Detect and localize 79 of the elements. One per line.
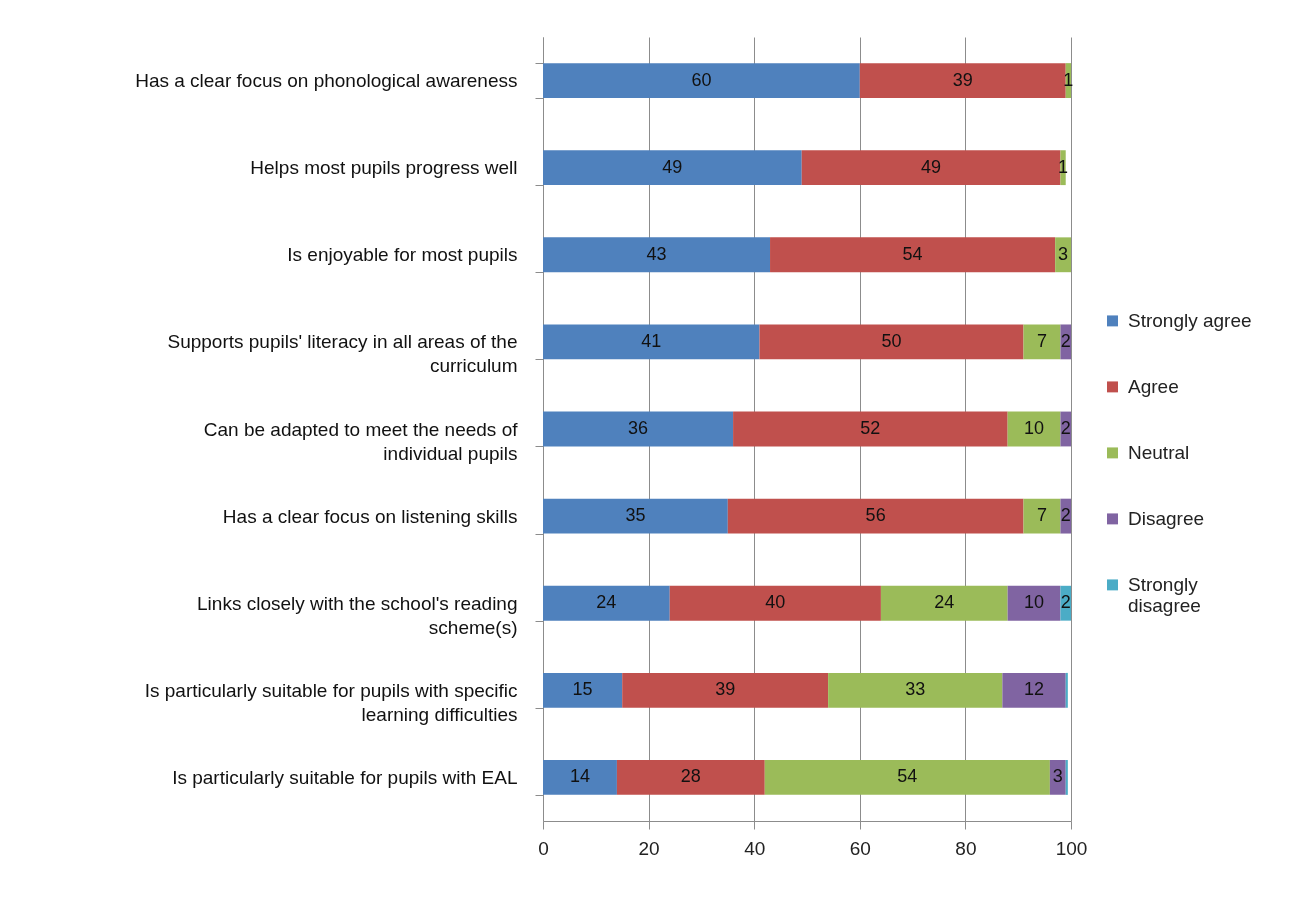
y-tick-label: Is particularly suitable for pupils with EAL (172, 766, 518, 788)
bar (669, 585, 881, 621)
bar (1007, 585, 1061, 621)
x-tick-label: 20 (638, 837, 660, 859)
data-label: 24 (596, 592, 617, 613)
data-label: 52 (860, 418, 881, 438)
bar (1002, 672, 1066, 708)
bar (759, 324, 1024, 360)
bar (543, 760, 617, 795)
bar (828, 672, 1003, 708)
bar (622, 672, 829, 708)
bar (543, 411, 734, 447)
bar (543, 324, 760, 360)
data-label: 35 (625, 505, 646, 526)
data-label: 2 (1060, 505, 1071, 526)
bar (543, 498, 728, 534)
data-label: 10 (1024, 592, 1045, 613)
y-tick-label: Links closely with the school's reading scheme(s) (197, 592, 518, 638)
x-tick-label: 40 (744, 837, 766, 859)
bar (727, 498, 1024, 534)
x-tick-label: 0 (538, 837, 549, 859)
data-label: 7 (1036, 505, 1047, 526)
legend-label: Strongly agree (1128, 309, 1252, 331)
data-label: 15 (572, 679, 593, 700)
bar (1065, 760, 1068, 795)
data-label: 56 (865, 505, 886, 526)
data-label: 2 (1060, 330, 1071, 351)
bar (801, 150, 1061, 186)
y-tick-label: Has a clear focus on phonological awareness (135, 70, 518, 92)
data-label: 49 (662, 156, 683, 177)
legend-label: Strongly disagree (1128, 573, 1201, 616)
data-label: 3 (1052, 766, 1063, 787)
y-tick-label: Can be adapted to meet the needs of individual pupils (203, 418, 519, 464)
x-tick-label: 100 (1055, 837, 1088, 859)
data-label: 3 (1058, 243, 1069, 264)
legend-label: Neutral (1128, 441, 1190, 463)
data-label: 36 (628, 418, 649, 438)
data-label: 39 (952, 69, 973, 90)
bar (733, 411, 1008, 447)
data-label: 12 (1024, 679, 1045, 700)
bar (764, 760, 1050, 795)
data-label: 7 (1036, 330, 1047, 351)
bar (1023, 324, 1061, 360)
data-label: 33 (905, 679, 926, 700)
data-label: 60 (691, 69, 712, 90)
data-label: 41 (641, 330, 662, 351)
data-label: 54 (897, 766, 918, 787)
bar (880, 585, 1008, 621)
bar (543, 672, 623, 708)
data-label: 14 (569, 766, 590, 787)
bar (1023, 498, 1061, 534)
data-label: 43 (646, 243, 667, 264)
data-label: 40 (765, 592, 786, 613)
data-label: 50 (881, 330, 902, 351)
bar (543, 237, 771, 273)
bar (616, 760, 765, 795)
data-label: 54 (902, 243, 923, 264)
bar (543, 150, 802, 186)
legend-label: Disagree (1128, 507, 1205, 529)
data-label: 2 (1060, 418, 1071, 438)
bar (543, 63, 860, 98)
y-tick-label: Is enjoyable for most pupils (287, 244, 518, 266)
y-tick-label: Helps most pupils progress well (250, 157, 518, 179)
y-tick-label: Supports pupils' literacy in all areas of the curriculum (167, 331, 518, 377)
bar (1065, 672, 1068, 708)
bar (770, 237, 1056, 273)
data-label: 24 (934, 592, 955, 613)
bar (859, 63, 1066, 98)
data-label: 2 (1060, 592, 1071, 613)
data-label: 39 (715, 679, 736, 700)
y-tick-label: Has a clear focus on listening skills (222, 505, 518, 527)
legend-label: Agree (1128, 375, 1179, 397)
x-tick-label: 80 (955, 837, 977, 859)
bar (543, 585, 670, 621)
y-tick-label: Is particularly suitable for pupils with specific learning difficulties (144, 679, 518, 725)
data-label: 10 (1024, 418, 1045, 438)
data-label: 49 (921, 156, 942, 177)
x-tick-label: 60 (849, 837, 871, 859)
data-label: 28 (680, 766, 701, 787)
